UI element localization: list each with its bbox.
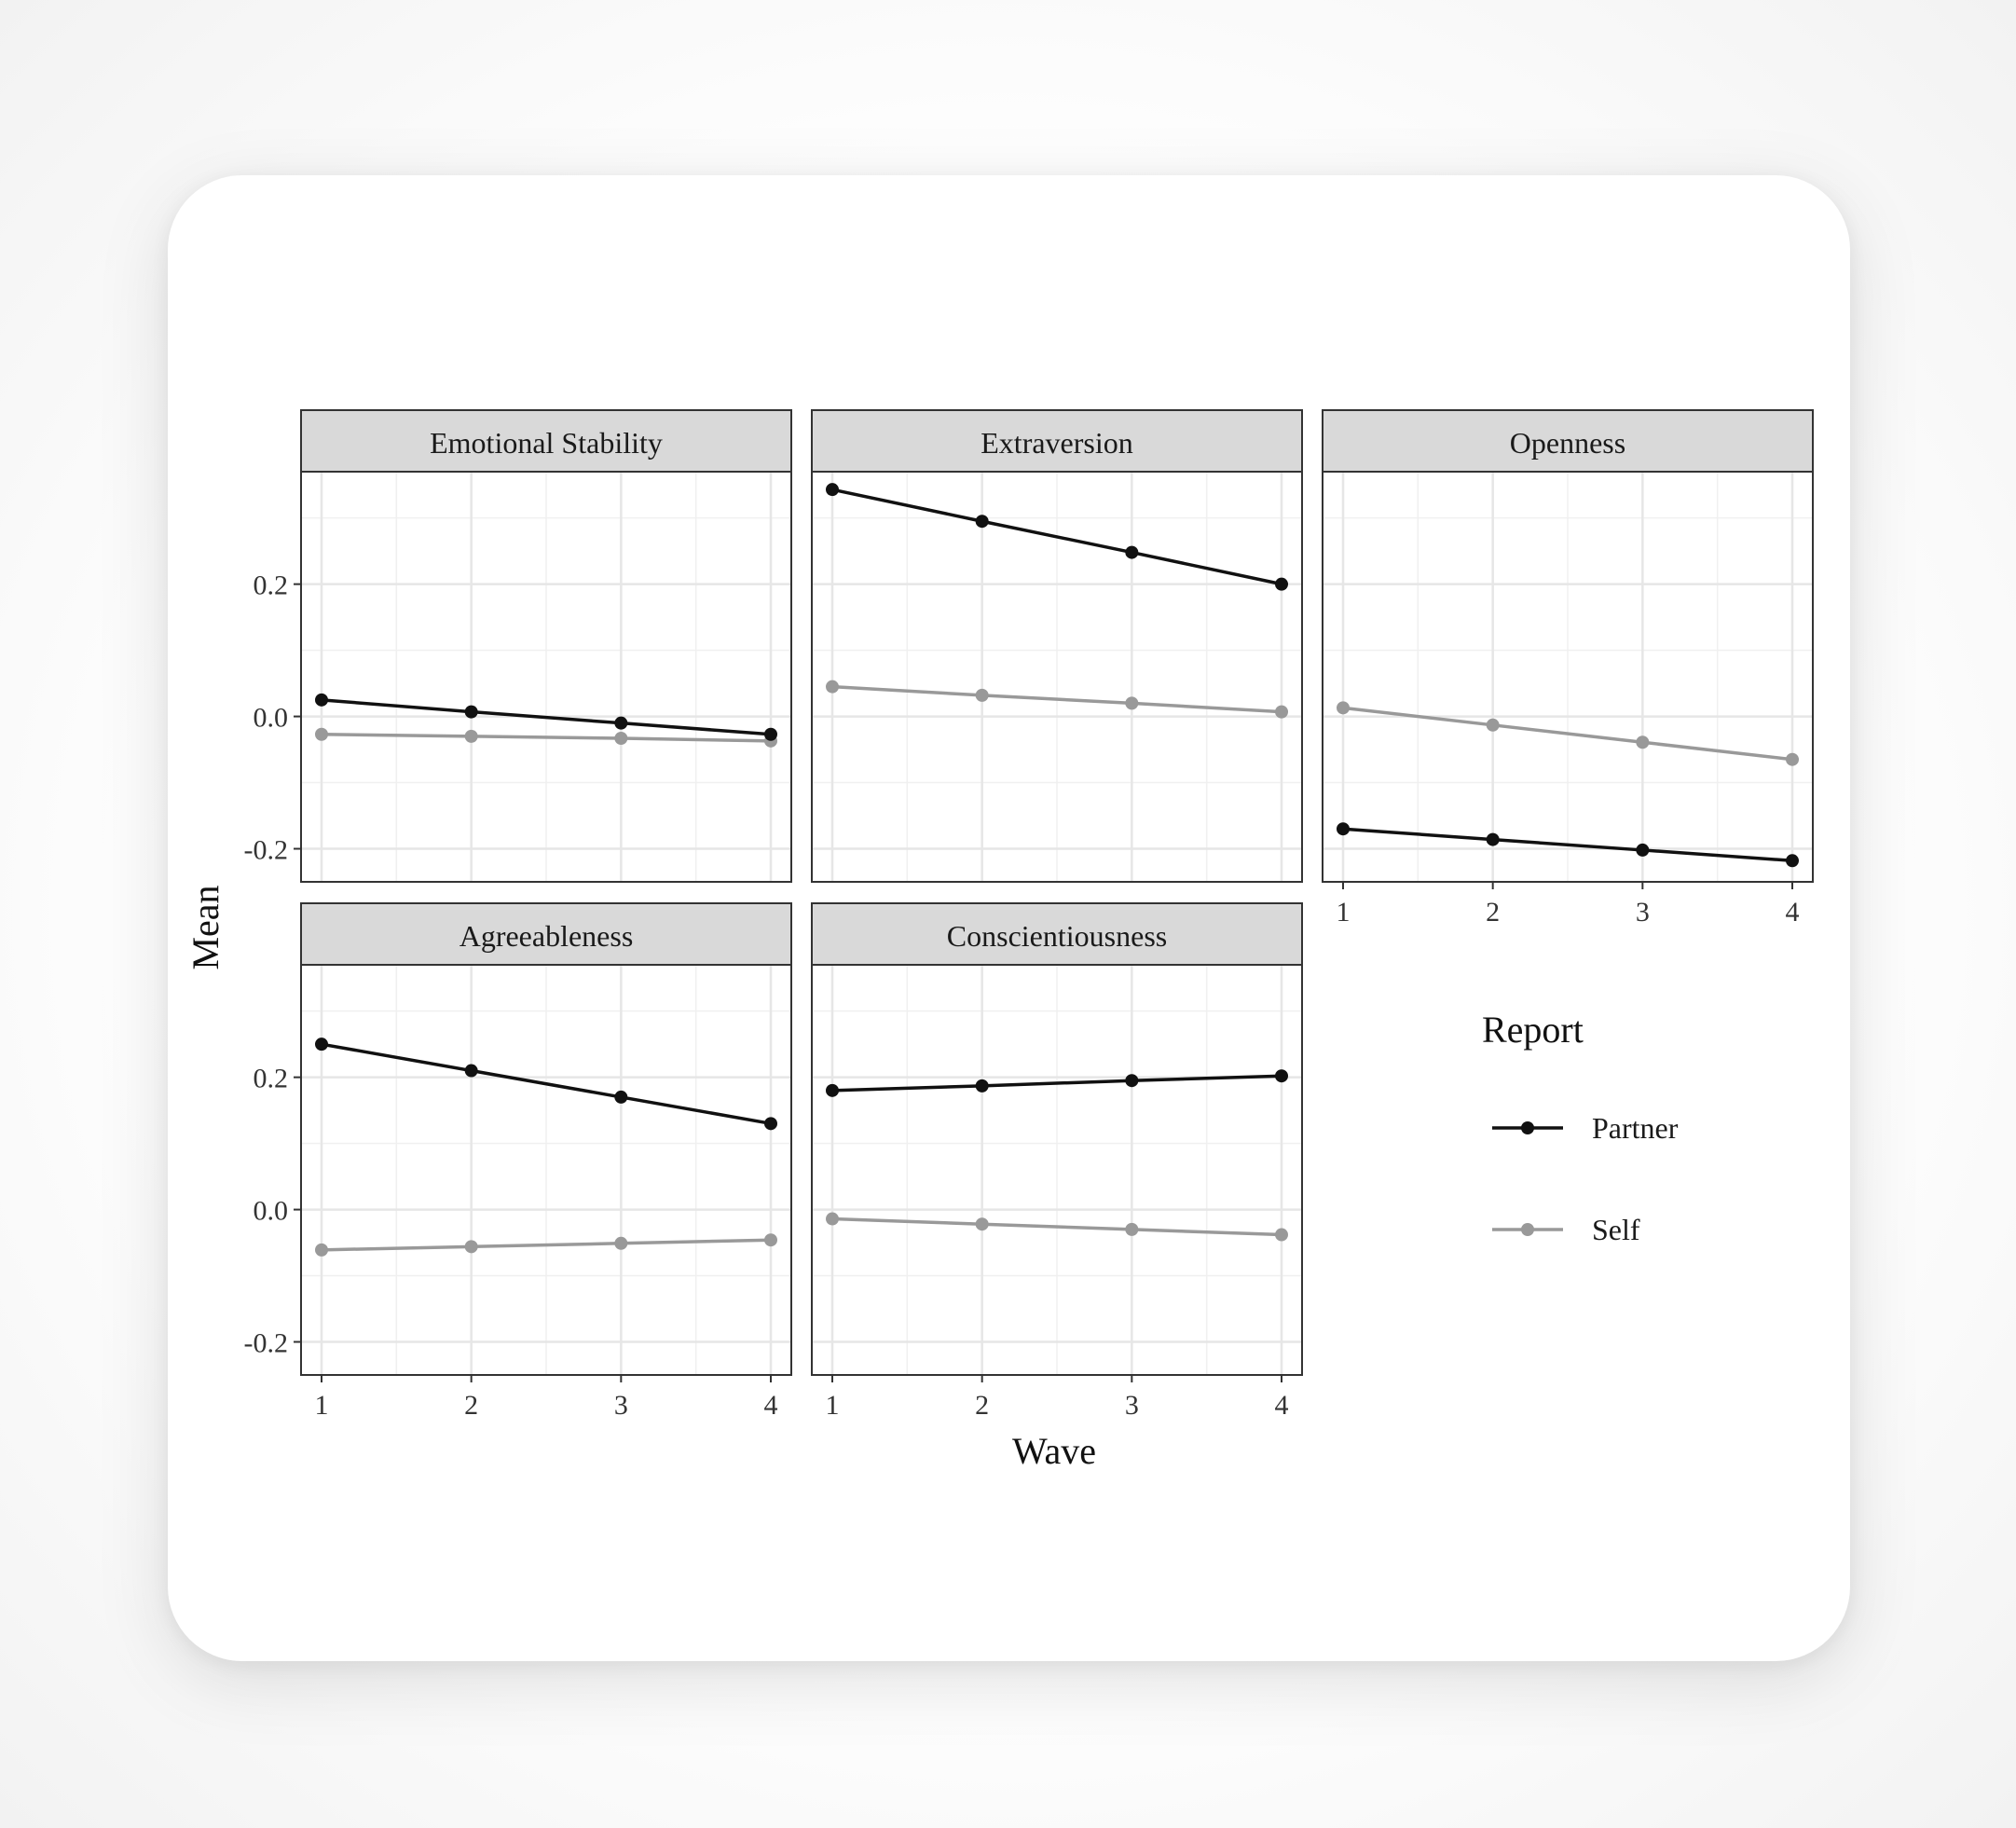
data-point-partner — [826, 483, 839, 497]
x-axis-title: Wave — [1012, 1430, 1096, 1472]
x-tick-label: 4 — [1275, 1390, 1289, 1421]
data-point-self — [614, 1236, 628, 1250]
data-point-partner — [614, 716, 628, 730]
facet-strip-label: Agreeableness — [459, 919, 634, 953]
facet-strip — [811, 902, 1303, 966]
data-point-self — [1486, 718, 1500, 732]
data-point-self — [826, 680, 839, 694]
x-tick-label: 1 — [826, 1390, 840, 1421]
data-point-self — [1275, 705, 1288, 719]
y-axis-title: Mean — [185, 885, 226, 969]
data-point-self — [975, 1217, 989, 1231]
y-tick-label: 0.2 — [254, 1064, 289, 1094]
data-point-self — [1125, 1222, 1139, 1236]
y-tick-label: -0.2 — [244, 835, 289, 866]
data-point-partner — [464, 1064, 478, 1078]
x-tick-label: 2 — [975, 1390, 989, 1421]
series-line-self — [321, 732, 772, 743]
facet-strip-label: Conscientiousness — [947, 919, 1167, 953]
facet-panel: Openness 1 2 3 4 — [1322, 409, 1814, 928]
series-line-partner — [831, 1074, 1282, 1093]
data-point-partner — [1636, 843, 1650, 857]
legend-title: Report — [1482, 1009, 1584, 1051]
data-point-self — [464, 1240, 478, 1254]
facet-panel: Conscientiousness 1 2 3 4 — [811, 902, 1303, 1421]
facet-strip — [811, 409, 1303, 473]
data-point-partner — [614, 1090, 628, 1104]
series-line-self — [321, 1238, 772, 1252]
data-point-self — [975, 688, 989, 702]
y-tick-label: 0.0 — [254, 703, 289, 734]
facet-strip — [1322, 409, 1814, 473]
legend-key-point — [1521, 1223, 1534, 1236]
data-point-partner — [1275, 1069, 1288, 1083]
facet-panel: Extraversion — [811, 409, 1303, 883]
legend-label-partner: Partner — [1592, 1111, 1679, 1145]
data-point-partner — [1275, 577, 1288, 591]
legend: Report Partner Self — [1482, 1009, 1679, 1246]
series-line-partner — [321, 1042, 772, 1126]
x-tick-label: 3 — [1636, 897, 1650, 928]
data-point-partner — [1786, 854, 1799, 868]
legend-key-point — [1521, 1121, 1534, 1134]
x-tick-label: 2 — [1486, 897, 1500, 928]
facet-strip — [300, 902, 792, 966]
data-point-self — [1275, 1228, 1288, 1242]
data-point-self — [764, 1233, 777, 1247]
x-tick-label: 3 — [1125, 1390, 1139, 1421]
data-point-partner — [464, 705, 478, 719]
x-tick-label: 2 — [464, 1390, 478, 1421]
facet-strip-label: Openness — [1510, 426, 1625, 460]
data-point-self — [614, 732, 628, 745]
data-point-partner — [315, 1038, 328, 1051]
data-point-self — [1125, 696, 1139, 710]
data-point-self — [1786, 752, 1799, 766]
data-point-partner — [1337, 822, 1350, 836]
series-line-self — [831, 1216, 1282, 1237]
data-point-self — [1337, 701, 1350, 715]
data-point-partner — [975, 1079, 989, 1093]
data-point-partner — [1486, 832, 1500, 846]
series-line-self — [1342, 706, 1793, 762]
y-tick-label: -0.2 — [244, 1328, 289, 1359]
data-point-self — [826, 1212, 839, 1226]
legend-label-self: Self — [1592, 1213, 1640, 1246]
facet-panel: Emotional Stability -0.2 0.0 0.2 — [244, 409, 792, 883]
x-tick-label: 3 — [614, 1390, 628, 1421]
y-tick-label: 0.2 — [254, 570, 289, 601]
data-point-self — [464, 729, 478, 743]
data-point-partner — [1125, 1074, 1139, 1088]
data-point-self — [315, 1243, 328, 1257]
series-line-partner — [831, 488, 1282, 586]
data-point-partner — [315, 693, 328, 707]
facet-strip-label: Extraversion — [981, 426, 1133, 460]
data-point-partner — [764, 727, 777, 741]
data-point-partner — [764, 1117, 777, 1131]
data-point-partner — [975, 515, 989, 529]
series-line-partner — [321, 698, 772, 736]
x-tick-label: 4 — [1786, 897, 1800, 928]
x-tick-label: 1 — [1337, 897, 1351, 928]
facet-panel: Agreeableness -0.2 0.0 0.2 1 2 3 4 — [244, 902, 792, 1421]
data-point-partner — [1125, 545, 1139, 559]
data-point-self — [315, 727, 328, 741]
data-point-partner — [826, 1083, 839, 1097]
series-line-self — [831, 684, 1282, 714]
facet-strip-label: Emotional Stability — [430, 426, 663, 460]
x-tick-label: 4 — [764, 1390, 778, 1421]
data-point-self — [1636, 735, 1650, 749]
x-tick-label: 1 — [315, 1390, 329, 1421]
facet-strip — [300, 409, 792, 473]
series-line-partner — [1342, 827, 1793, 863]
y-tick-label: 0.0 — [254, 1196, 289, 1227]
